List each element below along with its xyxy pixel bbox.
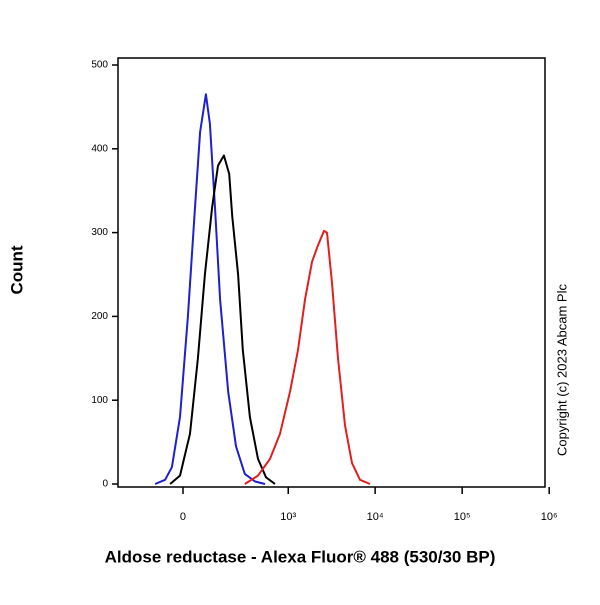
y-tick-label: 0 [102, 479, 108, 490]
x-tick-label: 10⁴ [367, 511, 384, 523]
plot-frame [117, 57, 546, 488]
y-tick-label: 200 [91, 311, 108, 322]
y-tick-label: 500 [91, 60, 108, 71]
x-tick-label: 0 [180, 511, 186, 523]
histogram-line [244, 229, 371, 485]
histogram-line [154, 93, 266, 485]
histogram-line [169, 154, 276, 485]
x-tick-label: 10⁶ [541, 511, 558, 523]
copyright: Copyright (c) 2023 Abcam Plc [554, 284, 569, 456]
x-tick-label: 10³ [280, 511, 296, 523]
y-axis-label: Count [7, 245, 26, 294]
x-axis-label: Aldose reductase - Alexa Fluor® 488 (530… [105, 547, 496, 566]
y-tick-label: 100 [91, 395, 108, 406]
y-tick-label: 300 [91, 227, 108, 238]
y-tick-label: 400 [91, 143, 108, 154]
x-tick-label: 10⁵ [454, 511, 471, 523]
